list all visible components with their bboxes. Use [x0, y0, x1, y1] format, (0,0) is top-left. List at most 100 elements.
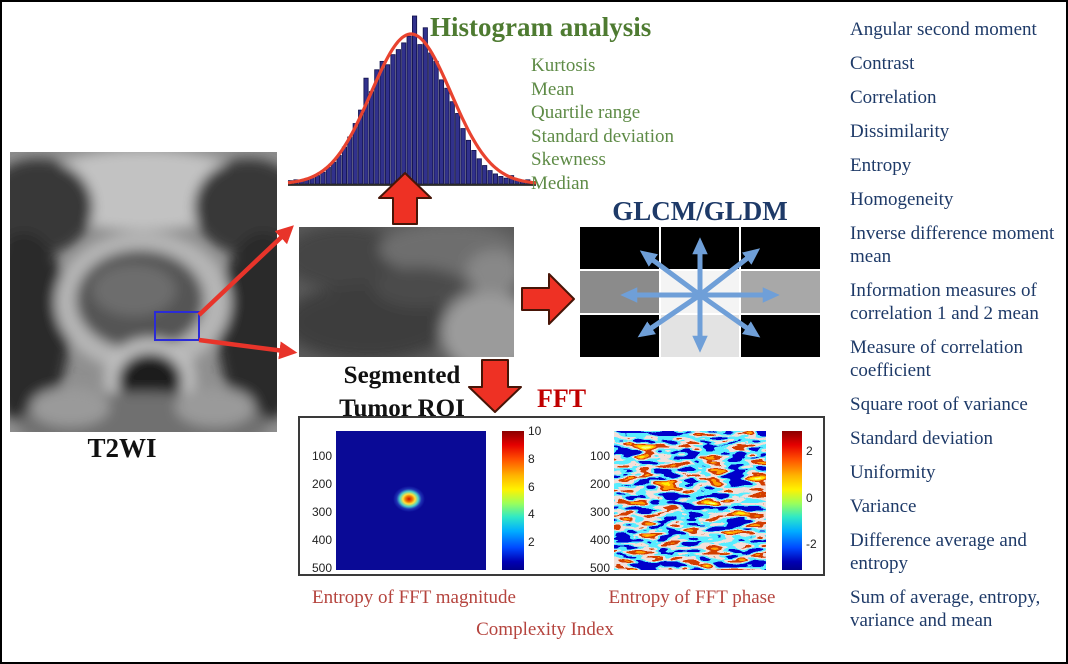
texture-feature-item: Information measures of correlation 1 an…	[850, 280, 1039, 324]
fft-phase-plot	[614, 431, 766, 570]
fft-magnitude-plot	[336, 431, 486, 570]
roi-selection-box	[154, 311, 200, 341]
fft-magnitude-colorbar-tick: 6	[528, 479, 535, 494]
fft-magnitude-colorbar-tick: 10	[528, 424, 542, 438]
fft-phase-colorbar-tick: 0	[806, 490, 813, 505]
complexity-index-caption: Complexity Index	[476, 619, 614, 640]
histogram-bar	[438, 79, 445, 185]
fft-phase-colorbar-ticks: 2 0 -2	[806, 418, 834, 578]
histogram-bar	[417, 44, 423, 185]
fft-magnitude-colorbar-ticks: 10 8 6 4 2	[528, 418, 554, 578]
histogram-bar	[390, 54, 396, 185]
fft-phase-ytick: 300	[589, 505, 610, 519]
histogram-bar	[498, 176, 504, 185]
t2wi-label: T2WI	[87, 433, 157, 463]
histogram-bar	[476, 158, 482, 185]
glcm-cell	[580, 271, 659, 313]
t2wi-mri-image	[10, 152, 277, 432]
histogram-bar	[487, 170, 493, 185]
texture-feature-item: Angular second moment	[850, 19, 1037, 40]
fft-magnitude-colorbar-tick: 2	[528, 535, 535, 550]
fft-magnitude-ytick: 400	[311, 533, 332, 547]
histogram-bar	[412, 15, 418, 185]
texture-feature-item: Homogeneity	[850, 189, 954, 210]
texture-feature-item: Difference average and entropy	[850, 530, 1027, 574]
fft-phase-ytick: 100	[589, 449, 610, 463]
histogram-bar	[422, 27, 428, 185]
fft-phase-ytick: 500	[589, 561, 610, 575]
fft-magnitude-ytick: 500	[311, 561, 332, 575]
texture-feature-item: Entropy	[850, 155, 912, 176]
histogram-bar	[401, 42, 407, 185]
histogram-feature-item: Standard deviation	[531, 125, 674, 147]
fft-phase-ytick: 200	[589, 477, 610, 491]
texture-feature-item: Inverse difference moment mean	[850, 223, 1055, 267]
glcm-cell	[741, 271, 820, 313]
histogram-bar	[492, 173, 498, 185]
histogram-bar	[379, 60, 385, 185]
histogram-bar	[444, 87, 450, 185]
fft-phase-yaxis: 100 200 300 400 500	[578, 418, 610, 578]
histogram-bar	[341, 146, 348, 185]
texture-feature-item: Dissimilarity	[850, 121, 950, 142]
fft-phase-colorbar-tick: -2	[806, 537, 817, 551]
histogram-bar	[503, 177, 509, 185]
histogram-feature-item: Skewness	[531, 149, 606, 170]
texture-feature-item: Uniformity	[850, 462, 936, 483]
texture-feature-item: Standard deviation	[850, 428, 993, 449]
fft-magnitude-colorbar-tick: 8	[528, 451, 535, 466]
roi-to-glcm-arrow	[521, 273, 575, 325]
fft-magnitude-colorbar	[502, 431, 524, 570]
histogram-bar	[347, 136, 353, 185]
histogram-bar	[320, 171, 326, 185]
histogram-feature-item: Quartile range	[531, 102, 641, 123]
histogram-bar	[455, 113, 461, 185]
histogram-fit-curve	[287, 32, 537, 185]
histogram-bar	[433, 60, 439, 185]
glcm-direction-arrows	[620, 237, 780, 353]
segmented-roi-label-line1: Segmented	[343, 362, 461, 389]
texture-feature-list: Angular second moment Contrast Correlation…	[850, 18, 1064, 643]
texture-feature-item: Measure of correlation coefficient	[850, 337, 1024, 381]
fft-magnitude-colorbar-tick: 4	[528, 507, 535, 522]
fft-phase-colorbar-tick: 2	[806, 444, 813, 458]
fft-magnitude-peak	[393, 486, 425, 512]
fft-magnitude-caption: Entropy of FFT magnitude	[312, 587, 516, 608]
fft-phase-caption: Entropy of FFT phase	[608, 587, 776, 608]
fft-magnitude-yaxis: 100 200 300 400 500	[300, 418, 332, 578]
histogram-bar	[395, 49, 401, 185]
histogram-bar	[368, 91, 374, 185]
histogram-feature-item: Kurtosis	[531, 55, 596, 76]
fft-phase-ytick: 400	[589, 533, 610, 547]
histogram-title: Histogram analysis	[430, 12, 652, 42]
histogram-bar	[460, 128, 466, 185]
histogram-bar	[428, 52, 434, 185]
histogram-feature-item: Median	[531, 172, 590, 194]
histogram-bar	[482, 165, 488, 185]
histogram-bar	[363, 77, 369, 185]
fft-magnitude-ytick: 300	[311, 505, 332, 519]
texture-feature-item: Correlation	[850, 87, 937, 108]
histogram-feature-list: Kurtosis Mean Quartile range Standard devia…	[531, 54, 674, 195]
glcm-title: GLCM/GLDM	[612, 196, 788, 226]
fft-magnitude-ytick: 200	[311, 477, 332, 491]
fft-magnitude-ytick: 100	[311, 449, 332, 463]
histogram-bar	[331, 161, 337, 185]
histogram-bar	[385, 64, 391, 185]
histogram-chart	[287, 15, 537, 186]
fft-panel: 100 200 300 400 500 10 8 6 4 2 100 200 300 400 500 2…	[298, 416, 825, 576]
histogram-bar	[449, 101, 455, 185]
fft-phase-colorbar	[782, 431, 802, 570]
histogram-bar	[465, 139, 471, 185]
histogram-feature-item: Mean	[531, 78, 575, 100]
fft-label: FFT	[537, 384, 587, 413]
histogram-bar	[336, 155, 342, 185]
texture-feature-item: Variance	[850, 496, 917, 517]
texture-feature-item: Square root of variance	[850, 394, 1028, 415]
segmented-roi-image	[299, 227, 514, 357]
texture-feature-item: Contrast	[850, 53, 915, 74]
histogram-bar	[471, 149, 477, 185]
texture-feature-item: Sum of average, entropy, variance and me…	[850, 587, 1041, 631]
histogram-bar	[406, 35, 412, 185]
